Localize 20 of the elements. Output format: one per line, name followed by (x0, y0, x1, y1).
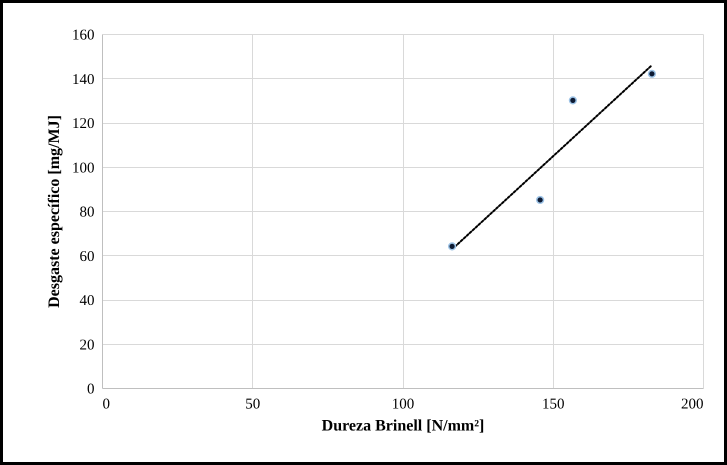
x-tick-label: 150 (542, 396, 564, 412)
y-tick-label: 100 (72, 160, 94, 176)
point (648, 70, 656, 78)
y-tick-label: 80 (80, 204, 94, 220)
x-tick-label: 200 (681, 396, 704, 412)
point (448, 242, 456, 250)
y-axis-title: Desgaste específico [mg/MJ] (46, 115, 63, 308)
point (536, 196, 544, 204)
y-tick-label: 0 (87, 382, 94, 398)
x-tick-label: 50 (245, 396, 260, 412)
y-tick-label: 20 (80, 337, 94, 354)
y-tick-label: 140 (72, 72, 94, 88)
y-tick-label: 160 (72, 28, 94, 44)
point (568, 96, 577, 104)
x-axis-title: Dureza Brinell [N/mm²] (322, 418, 484, 434)
y-tick-label: 40 (80, 293, 94, 309)
x-tick-label: 100 (392, 396, 414, 412)
y-tick-label: 60 (80, 248, 94, 265)
y-tick-label: 120 (72, 116, 94, 132)
x-tick-label: 0 (102, 396, 110, 412)
